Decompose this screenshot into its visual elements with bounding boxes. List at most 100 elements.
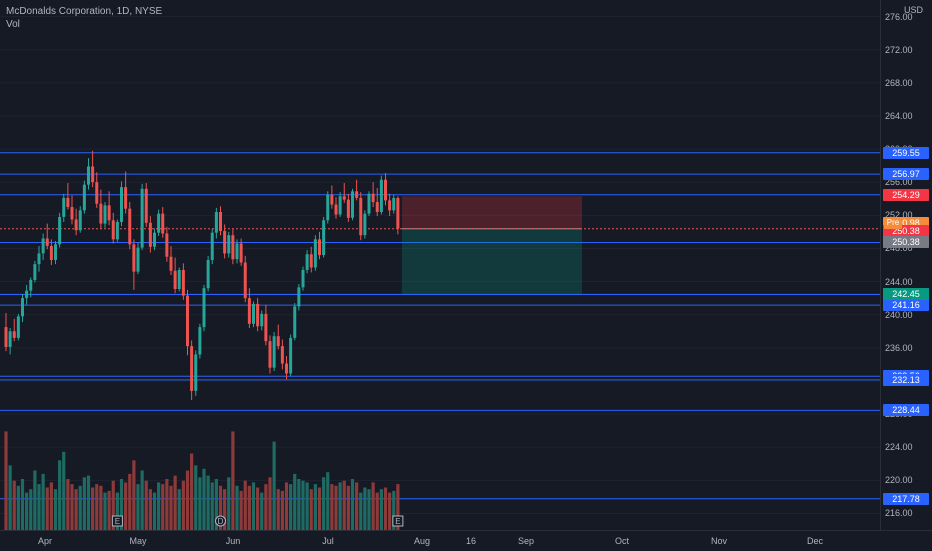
target-price-tag[interactable]: 242.45 [883, 288, 929, 301]
volume-bar [202, 468, 206, 530]
candle-body [396, 197, 400, 229]
volume-bar [173, 475, 177, 530]
volume-bar [124, 482, 128, 530]
candle-body [82, 184, 86, 211]
level-price-tag[interactable]: 241.16 [883, 299, 929, 312]
volume-bar [260, 492, 264, 530]
symbol-title[interactable]: McDonalds Corporation, 1D, NYSE [6, 6, 163, 17]
volume-bar [379, 489, 383, 530]
candle-body [8, 331, 12, 347]
chart-legend[interactable]: McDonalds Corporation, 1D, NYSE Vol [6, 5, 162, 31]
chart-pane[interactable]: E D E McDonalds Corporation, 1D, NYSE Vol [0, 0, 880, 530]
candle-body [338, 196, 342, 215]
candle-body [29, 279, 33, 291]
volume-legend[interactable]: Vol [6, 19, 20, 30]
volume-bar [20, 479, 25, 530]
volume-bar [371, 482, 375, 530]
candle-body [181, 269, 185, 296]
price-scale[interactable]: 276.00272.00268.00264.00260.00256.00252.… [880, 0, 932, 530]
price-tick-label: 240.00 [885, 309, 913, 320]
volume-bar [239, 490, 243, 530]
candle-body [384, 179, 387, 201]
time-label: Apr [37, 536, 53, 546]
volume-bar [119, 479, 124, 530]
price-tick-label: 276.00 [885, 11, 913, 22]
level-price-tag[interactable]: 228.44 [883, 404, 929, 417]
candle-body [309, 254, 313, 268]
candle-body [355, 191, 359, 198]
volume-bar [276, 489, 280, 530]
volume-bar [78, 485, 82, 530]
level-price-tag[interactable]: 256.97 [883, 168, 929, 181]
volume-bar [313, 484, 317, 530]
candlesticks [4, 150, 400, 400]
candle-body [173, 270, 177, 290]
level-price-tag[interactable]: 217.78 [883, 492, 929, 505]
volume-bar [350, 479, 355, 530]
price-tick-label: 264.00 [885, 110, 913, 121]
candle-body [379, 179, 383, 212]
volume-bar [82, 477, 86, 530]
volume-bar [309, 489, 313, 530]
volume-bar [33, 470, 37, 530]
level-price-tag[interactable]: 232.13 [883, 373, 929, 386]
candle-body [272, 336, 276, 368]
candle-body [318, 239, 321, 256]
candle-body [169, 256, 173, 271]
short-position-tool [0, 196, 880, 295]
volume-bar [86, 475, 91, 530]
volume-bar [392, 490, 396, 530]
candle-body [297, 287, 301, 307]
time-label: 16 [465, 536, 477, 546]
volume-bar [190, 453, 194, 530]
volume-bar [247, 485, 251, 530]
candle-body [136, 247, 140, 272]
volume-bar [66, 479, 70, 530]
currency-label[interactable]: USD [904, 5, 924, 15]
candle-body [268, 341, 272, 368]
stop-loss-zone [401, 196, 582, 229]
candle-body [78, 210, 82, 231]
time-scale[interactable]: Apr May Jun Jul Aug 16 Sep Oct Nov Dec [0, 530, 932, 551]
volume-bar [62, 451, 66, 530]
volume-bar [342, 480, 346, 530]
time-label: Jun [225, 536, 241, 546]
volume-bar [235, 485, 239, 530]
candle-body [157, 213, 161, 233]
price-tick-label: 252.00 [885, 210, 913, 221]
volume-bar [214, 479, 218, 530]
volume-bar [37, 484, 41, 530]
earnings-marker-icon [111, 515, 123, 527]
candle-body [87, 166, 90, 185]
event-marker-label: E [395, 517, 400, 526]
volume-bar [111, 480, 115, 530]
time-label: Aug [413, 536, 431, 546]
candle-body [235, 243, 239, 260]
volume-bar [161, 484, 165, 530]
volume-bar [144, 480, 148, 530]
candle-body [120, 187, 123, 222]
volume-bar [346, 485, 350, 530]
premarket-badge[interactable]: Pre [884, 216, 902, 229]
price-tick-label: 268.00 [885, 77, 913, 88]
volume-bar [272, 441, 276, 530]
candle-body [351, 191, 354, 218]
level-price-tag[interactable]: 259.55 [883, 146, 929, 159]
volume-bar [95, 484, 99, 530]
take-profit-zone [401, 228, 582, 295]
time-label: Oct [614, 536, 630, 546]
volume-bar [322, 477, 326, 530]
candle-body [140, 188, 144, 248]
volume-bar [29, 489, 33, 530]
stop-price-tag[interactable]: 254.29 [883, 189, 929, 202]
volume-bar [305, 482, 309, 530]
entry-price-tag[interactable]: 250.38 [883, 235, 929, 248]
candle-body [219, 212, 222, 232]
candle-body [326, 194, 330, 221]
time-label: Dec [806, 536, 824, 546]
volume-bars [4, 431, 400, 530]
candle-body [16, 316, 20, 338]
candle-body [128, 208, 132, 245]
volume-bar [45, 487, 49, 530]
